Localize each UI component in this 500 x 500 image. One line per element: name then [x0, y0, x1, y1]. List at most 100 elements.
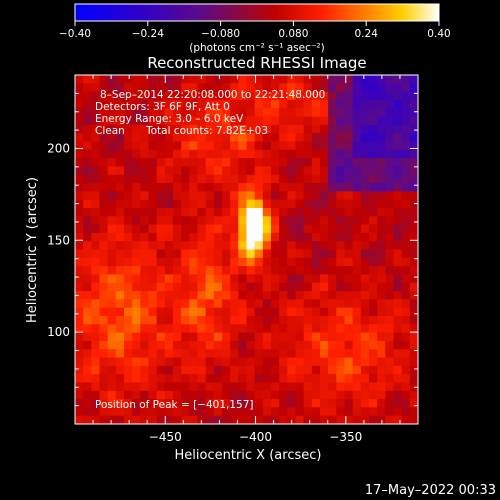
- heatmap-cell: [148, 207, 158, 217]
- heatmap-cell: [148, 399, 158, 408]
- heatmap-cell: [99, 274, 109, 284]
- heatmap-cell: [320, 75, 329, 84]
- heatmap-cell: [336, 75, 346, 84]
- heatmap-cell: [254, 374, 264, 384]
- heatmap-cell: [213, 83, 223, 93]
- heatmap-cell: [205, 174, 215, 184]
- heatmap-cell: [336, 315, 346, 325]
- heatmap-cell: [303, 291, 313, 300]
- heatmap-cell: [320, 174, 329, 184]
- heatmap-cell: [271, 407, 280, 417]
- heatmap-cell: [303, 307, 313, 317]
- heatmap-cell: [189, 174, 199, 184]
- heatmap-cell: [271, 282, 280, 292]
- heatmap-cell: [173, 133, 182, 143]
- heatmap-cell: [328, 307, 337, 317]
- heatmap-cell: [385, 257, 395, 267]
- heatmap-cell: [254, 315, 264, 325]
- heatmap-cell: [246, 291, 256, 300]
- heatmap-cell: [238, 183, 248, 192]
- heatmap-cell: [197, 91, 207, 101]
- heatmap-cell: [148, 91, 158, 101]
- heatmap-cell: [205, 191, 215, 201]
- heatmap-cell: [328, 232, 337, 242]
- heatmap-cell: [213, 241, 223, 251]
- heatmap-cell: [140, 166, 150, 176]
- heatmap-cell: [205, 357, 215, 367]
- heatmap-cell: [124, 390, 133, 400]
- heatmap-cell: [360, 324, 370, 334]
- heatmap-cell: [320, 407, 329, 417]
- heatmap-cell: [254, 91, 264, 101]
- heatmap-cell: [148, 249, 158, 259]
- heatmap-cell: [189, 324, 199, 334]
- heatmap-cell: [409, 291, 418, 300]
- heatmap-cell: [197, 75, 207, 84]
- heatmap-cell: [83, 332, 92, 342]
- heatmap-cell: [238, 257, 248, 267]
- heatmap-cell: [377, 257, 386, 267]
- heatmap-cell: [246, 158, 256, 168]
- heatmap-cell: [148, 166, 158, 176]
- heatmap-cell: [271, 133, 280, 143]
- heatmap-cell: [295, 332, 305, 342]
- heatmap-cell: [369, 315, 378, 325]
- heatmap-cell: [360, 291, 370, 300]
- heatmap-cell: [303, 241, 313, 251]
- heatmap-cell: [295, 324, 305, 334]
- heatmap-cell: [222, 183, 231, 192]
- plot-frame: [74, 74, 419, 425]
- heatmap-cell: [295, 249, 305, 259]
- heatmap-cell: [173, 241, 182, 251]
- heatmap-cell: [320, 124, 329, 134]
- heatmap-cell: [156, 382, 166, 392]
- heatmap-cell: [75, 382, 84, 392]
- heatmap-cell: [91, 266, 101, 276]
- heatmap-cell: [156, 199, 166, 209]
- heatmap-cell: [156, 149, 166, 159]
- heatmap-cell: [271, 166, 280, 176]
- heatmap-cell: [254, 116, 264, 126]
- heatmap-cell: [140, 133, 150, 143]
- colorbar-tick-label: 0.080: [278, 28, 308, 40]
- heatmap-cell: [303, 108, 313, 118]
- heatmap-cell: [83, 315, 92, 325]
- heatmap-cell: [230, 307, 239, 317]
- heatmap-cell: [254, 299, 264, 309]
- heatmap-cell: [311, 257, 321, 267]
- heatmap-cell: [262, 232, 272, 242]
- heatmap-cell: [401, 299, 411, 309]
- heatmap-cell: [393, 307, 403, 317]
- heatmap-cell: [173, 124, 182, 134]
- heatmap-cell: [377, 307, 386, 317]
- heatmap-cell: [173, 349, 182, 359]
- heatmap-cell: [132, 315, 141, 325]
- heatmap-cell: [75, 307, 84, 317]
- heatmap-cell: [197, 266, 207, 276]
- heatmap-cell: [279, 91, 288, 101]
- heatmap-cell: [148, 257, 158, 267]
- heatmap-cell: [205, 91, 215, 101]
- heatmap-cell: [238, 332, 248, 342]
- heatmap-cell: [352, 158, 362, 168]
- heatmap-cell: [189, 199, 199, 209]
- heatmap-cell: [205, 216, 215, 226]
- heatmap-cell: [385, 390, 395, 400]
- heatmap-cell: [360, 365, 370, 375]
- heatmap-cell: [287, 191, 297, 201]
- heatmap-cell: [189, 224, 199, 234]
- heatmap-cell: [271, 357, 280, 367]
- heatmap-cell: [99, 191, 109, 201]
- heatmap-cell: [336, 357, 346, 367]
- heatmap-cell: [295, 374, 305, 384]
- heatmap-cell: [156, 415, 166, 424]
- heatmap-cell: [287, 75, 297, 84]
- heatmap-cell: [409, 91, 418, 101]
- heatmap-cell: [164, 241, 174, 251]
- heatmap-cell: [230, 357, 239, 367]
- heatmap-cell: [83, 349, 92, 359]
- heatmap-cell: [99, 257, 109, 267]
- heatmap-cell: [222, 75, 231, 84]
- heatmap-cell: [401, 141, 411, 151]
- heatmap-cell: [148, 274, 158, 284]
